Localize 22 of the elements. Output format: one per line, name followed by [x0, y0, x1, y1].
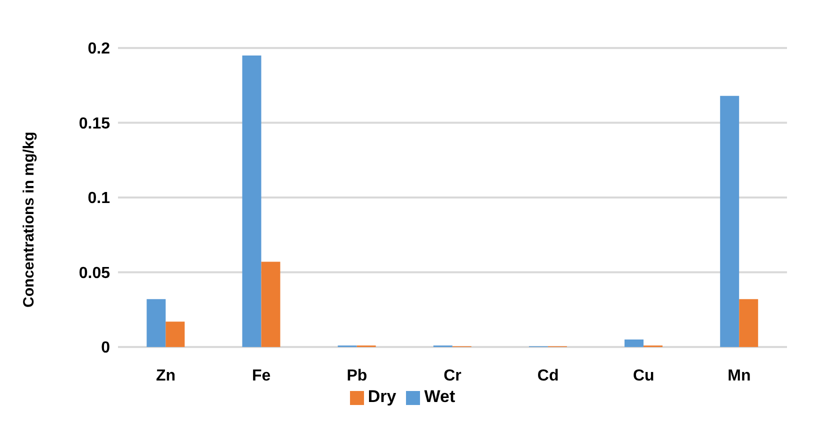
- bar: [166, 322, 185, 347]
- x-tick-label: Pb: [346, 367, 368, 384]
- y-tick-label: 0.15: [78, 115, 110, 132]
- legend-label: Dry: [368, 387, 396, 406]
- y-tick-label: 0.2: [88, 40, 110, 58]
- bar: [720, 96, 740, 347]
- bar: [242, 55, 262, 347]
- x-tick-label: Mn: [728, 367, 751, 384]
- y-axis-title: Concentrations in mg/kg: [20, 132, 38, 308]
- x-tick-label: Zn: [156, 367, 176, 384]
- y-tick-label: 0.05: [78, 264, 110, 282]
- legend-label: Wet: [424, 387, 456, 406]
- bar: [261, 262, 280, 347]
- y-tick-label: 0.1: [88, 190, 110, 208]
- x-tick-label: Cd: [537, 367, 559, 384]
- bar: [624, 340, 644, 347]
- x-tick-label: Fe: [252, 367, 271, 384]
- bar: [146, 299, 166, 347]
- x-tick-label: Cr: [444, 367, 462, 384]
- y-tick-label: 0: [101, 340, 110, 357]
- bar: [739, 299, 758, 347]
- x-tick-label: Cu: [632, 367, 654, 384]
